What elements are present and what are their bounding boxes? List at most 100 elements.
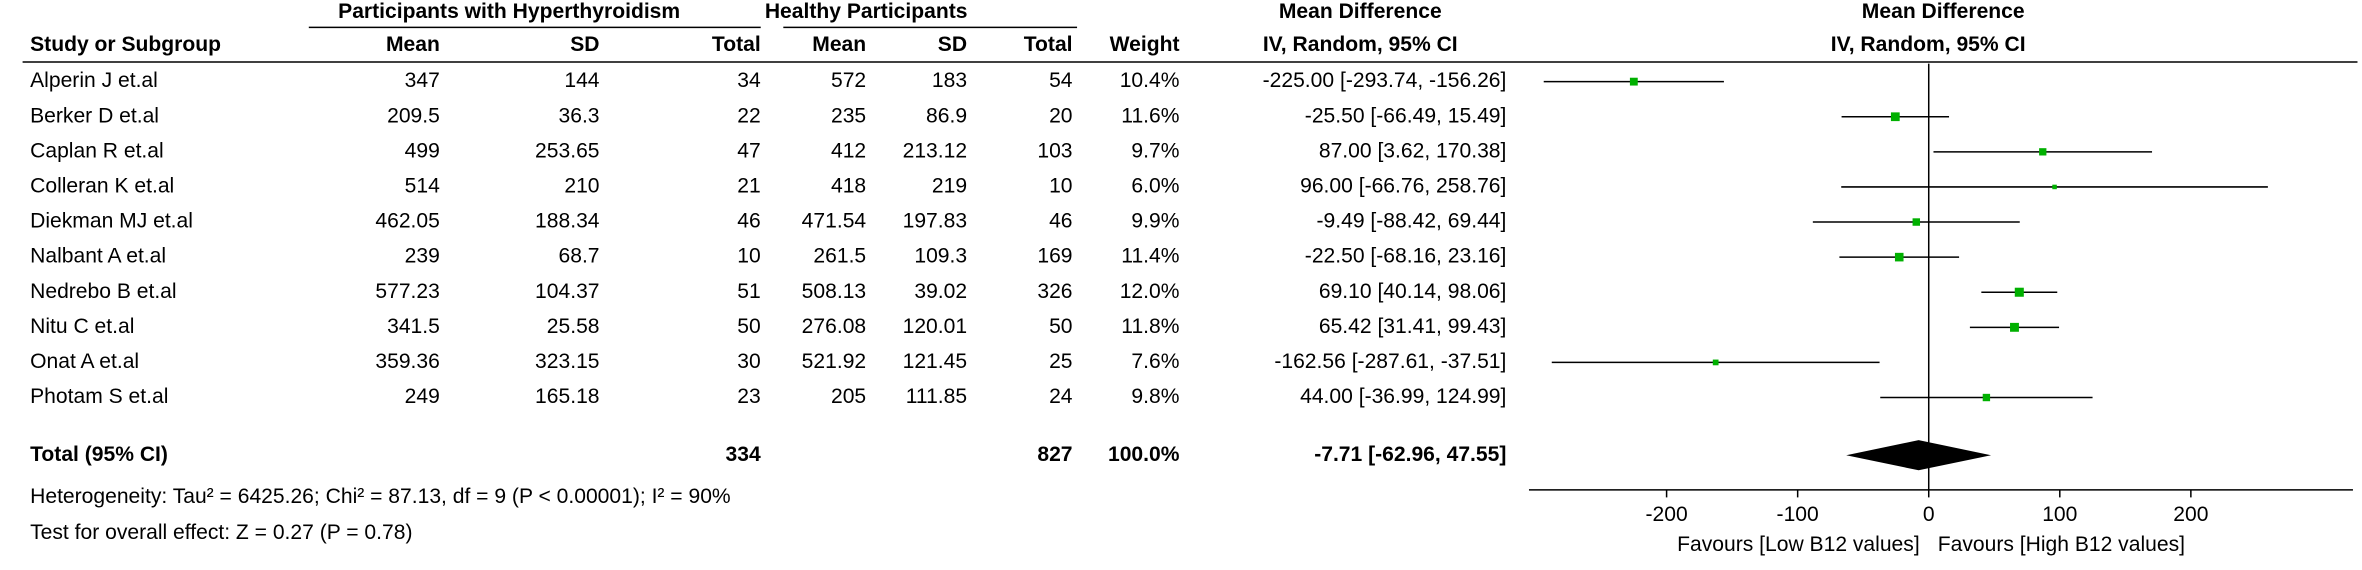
table-cell: 25 [1049,350,1072,373]
table-cell: 205 [831,385,866,408]
total-cell: 334 [726,443,761,466]
group-header: Mean Difference [1279,0,1442,23]
table-cell: 323.15 [535,350,599,373]
table-cell: 276.08 [802,315,866,338]
table-cell: 359.36 [375,350,439,373]
table-cell: 109.3 [914,245,967,268]
group-header: Mean Difference [1862,0,2025,23]
table-cell: 508.13 [802,280,866,303]
table-cell: 36.3 [559,104,600,127]
table-cell: 514 [405,174,440,197]
effect-marker [1712,359,1719,366]
table-cell: 572 [831,69,866,92]
table-cell: 183 [932,69,967,92]
table-cell: 121.45 [903,350,967,373]
table-cell: 249 [405,385,440,408]
column-header: Total [712,33,761,56]
table-cell: 341.5 [387,315,440,338]
table-cell: 499 [405,139,440,162]
table-cell: 30 [737,350,760,373]
effect-marker [2010,322,2019,332]
table-cell: -162.56 [-287.61, -37.51] [1274,350,1506,373]
table-cell: 418 [831,174,866,197]
table-cell: 144 [564,69,599,92]
table-cell: 54 [1049,69,1073,92]
table-cell: 462.05 [375,210,439,233]
total-cell: 100.0% [1108,443,1180,466]
group-header: Participants with Hyperthyroidism [338,0,680,23]
table-cell: 51 [737,280,760,303]
effect-marker [1890,112,1900,122]
table-cell: 10.4% [1120,69,1180,92]
table-cell: Nalbant A et.al [30,245,166,268]
table-cell: 9.9% [1131,210,1179,233]
x-tick-label: 100 [2042,503,2077,526]
table-cell: 46 [1049,210,1072,233]
table-cell: 253.65 [535,139,599,162]
table-cell: 39.02 [914,280,967,303]
table-cell: 521.92 [802,350,866,373]
table-cell: 412 [831,139,866,162]
table-cell: 34 [737,69,761,92]
table-cell: 50 [737,315,760,338]
table-cell: 86.9 [926,104,967,127]
total-cell: 827 [1037,443,1072,466]
x-label-left: Favours [Low B12 values] [1677,533,1920,556]
summary-diamond [1846,440,1992,471]
table-cell: 169 [1037,245,1072,268]
table-cell: 96.00 [-66.76, 258.76] [1300,174,1506,197]
table-cell: 20 [1049,104,1072,127]
table-cell: 104.37 [535,280,599,303]
table-cell: Nitu C et.al [30,315,134,338]
table-cell: 326 [1037,280,1072,303]
column-header: Study or Subgroup [30,33,221,56]
table-cell: -25.50 [-66.49, 15.49] [1305,104,1507,127]
x-tick-label: -100 [1777,503,1819,526]
table-cell: 210 [564,174,599,197]
table-cell: 347 [405,69,440,92]
table-cell: -22.50 [-68.16, 23.16] [1305,245,1507,268]
table-cell: 6.0% [1131,174,1179,197]
effect-marker [2052,184,2057,190]
table-cell: 44.00 [-36.99, 124.99] [1300,385,1506,408]
table-cell: Alperin J et.al [30,69,158,92]
total-cell: Total (95% CI) [30,443,168,466]
effect-marker [1894,252,1904,262]
effect-marker [2014,287,2024,297]
total-cell: -7.71 [-62.96, 47.55] [1314,443,1506,466]
group-header: Healthy Participants [765,0,968,23]
table-cell: 10 [1049,174,1072,197]
table-cell: Colleran K et.al [30,174,174,197]
table-cell: 25.58 [547,315,600,338]
table-cell: Diekman MJ et.al [30,210,193,233]
table-cell: 165.18 [535,385,599,408]
table-cell: 188.34 [535,210,600,233]
table-cell: 46 [737,210,760,233]
table-cell: 111.85 [906,385,967,408]
effect-marker [1912,218,1921,226]
table-cell: 239 [405,245,440,268]
x-tick-label: 0 [1923,503,1935,526]
table-cell: 10 [737,245,760,268]
table-cell: 11.8% [1121,315,1179,338]
column-header: Mean [386,33,440,56]
table-cell: 577.23 [375,280,439,303]
effect-marker [2039,148,2047,156]
table-cell: -225.00 [-293.74, -156.26] [1263,69,1507,92]
table-cell: 9.8% [1131,385,1179,408]
table-cell: 12.0% [1120,280,1180,303]
table-cell: Nedrebo B et.al [30,280,176,303]
table-cell: 24 [1049,385,1073,408]
table-cell: 471.54 [802,210,867,233]
x-tick-label: 200 [2173,503,2208,526]
heterogeneity: Heterogeneity: Tau² = 6425.26; Chi² = 87… [30,485,731,508]
table-cell: 9.7% [1131,139,1179,162]
table-cell: 219 [932,174,967,197]
table-cell: 22 [737,104,760,127]
column-header: SD [938,33,967,56]
column-header: Mean [812,33,866,56]
table-cell: 235 [831,104,866,127]
table-cell: Berker D et.al [30,104,159,127]
column-header: SD [570,33,599,56]
